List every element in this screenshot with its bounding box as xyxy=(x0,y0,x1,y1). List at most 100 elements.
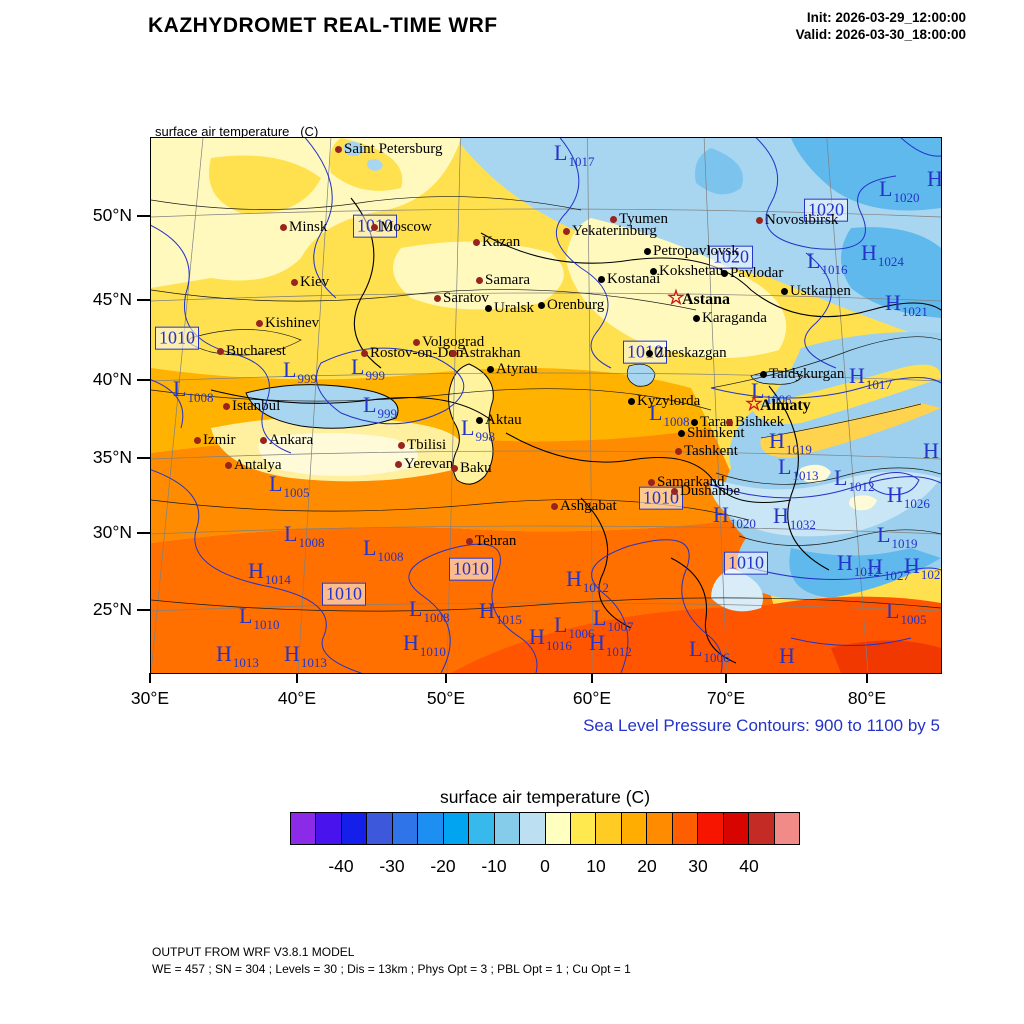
city-marker xyxy=(194,437,201,444)
pressure-value: 1017 xyxy=(865,377,892,392)
field-label-temperature: surface air temperature (C) xyxy=(155,123,319,139)
pressure-value: 1032 xyxy=(789,517,816,532)
city-label: Ankara xyxy=(269,432,314,448)
pressure-value: 1005 xyxy=(900,612,927,627)
city-marker xyxy=(217,348,224,355)
high-pressure-letter: H xyxy=(927,166,942,191)
city-marker xyxy=(691,419,698,426)
low-pressure-letter: L xyxy=(554,612,568,637)
pressure-value: 999 xyxy=(365,368,385,383)
city-label: Astrakhan xyxy=(459,345,521,361)
pressure-center-label: H1026 xyxy=(887,484,930,511)
city-label: Kyzylorda xyxy=(637,393,701,409)
low-pressure-letter: L xyxy=(649,400,663,425)
high-pressure-letter: H xyxy=(779,643,795,668)
city-label: Kokshetau xyxy=(659,263,724,279)
low-pressure-letter: L xyxy=(593,605,607,630)
city-marker xyxy=(671,488,678,495)
high-pressure-letter: H xyxy=(923,438,939,463)
pressure-value: 1012 xyxy=(853,564,880,579)
pressure-value: 1019 xyxy=(785,442,812,457)
pressure-center-label: H1015 xyxy=(479,600,522,627)
pressure-value: 1020 xyxy=(729,516,756,531)
high-pressure-letter: H xyxy=(216,641,232,666)
city-label: Tehran xyxy=(475,533,517,549)
pressure-value: 1014 xyxy=(264,572,291,587)
colorbar-tick-label: 40 xyxy=(739,856,759,876)
pressure-value: 1016 xyxy=(821,262,848,277)
capital-star-icon: ☆ xyxy=(745,393,763,415)
pressure-value: 1013 xyxy=(232,655,259,670)
city-marker xyxy=(760,371,767,378)
lon-tick-label: 50°E xyxy=(426,688,466,708)
lat-tick-mark xyxy=(137,215,150,217)
init-time: Init: 2026-03-29_12:00:00 xyxy=(806,10,966,25)
contour-value-box: 1010 xyxy=(449,557,493,581)
low-pressure-letter: L xyxy=(554,140,568,165)
city-label: Petropavlovsk xyxy=(653,243,739,259)
pressure-center-label: H1010 xyxy=(403,632,446,659)
colorbar-cell xyxy=(469,813,495,844)
lon-tick-mark xyxy=(445,673,447,683)
pressure-center-label: H1032 xyxy=(773,503,816,532)
pressure-value: 1013 xyxy=(300,655,327,670)
pressure-center-label: L1008 xyxy=(363,535,403,564)
city-marker xyxy=(610,216,617,223)
city-marker xyxy=(450,350,457,357)
city-label: Taraz xyxy=(700,414,734,430)
city-label: Bucharest xyxy=(226,343,286,359)
pressure-center-label: L1007 xyxy=(593,605,633,634)
pressure-center-label: H1024 xyxy=(861,242,904,269)
colorbar-cell xyxy=(570,813,597,844)
city-marker xyxy=(487,366,494,373)
city-label: Ashgabat xyxy=(560,498,617,514)
pressure-value: 998 xyxy=(475,429,495,444)
high-pressure-letter: H xyxy=(773,503,789,528)
city-marker xyxy=(451,465,458,472)
city-label: Novosibirsk xyxy=(765,212,839,228)
lat-tick-label: 35°N xyxy=(92,447,132,467)
low-pressure-letter: L xyxy=(363,535,377,560)
contour-value-box: 1020 xyxy=(709,245,753,269)
city-label: Kishinev xyxy=(265,315,320,331)
city-marker xyxy=(225,462,232,469)
pressure-center-label: L1008 xyxy=(173,378,213,405)
pressure-center-label: L1008 xyxy=(284,523,324,550)
high-pressure-letter: H xyxy=(566,566,582,591)
city-marker xyxy=(693,315,700,322)
city-marker xyxy=(646,350,653,357)
colorbar-cell xyxy=(367,813,393,844)
pressure-center-label: L1012 xyxy=(834,467,874,494)
pressure-value: 1008 xyxy=(187,390,214,405)
city-marker xyxy=(280,224,287,231)
pressure-center-label: L1010 xyxy=(239,605,279,632)
pressure-center-label: H xyxy=(927,166,942,191)
lat-tick-label: 30°N xyxy=(92,522,132,542)
contour-value-box: 1010 xyxy=(322,582,366,606)
city-marker xyxy=(335,146,342,153)
city-marker xyxy=(648,479,655,486)
city-marker xyxy=(650,268,657,275)
city-marker xyxy=(485,305,492,312)
pressure-value: 1012 xyxy=(848,479,875,494)
city-label: Kiev xyxy=(300,274,330,290)
pressure-value: 1019 xyxy=(891,536,918,551)
contour-value-box: 1010 xyxy=(724,551,768,575)
city-label: Taldykurgan xyxy=(769,366,845,382)
pressure-center-label: H1012 xyxy=(837,552,880,579)
colorbar-cell xyxy=(443,813,470,844)
lat-tick-mark xyxy=(137,532,150,534)
city-label: Bishkek xyxy=(735,414,785,430)
lat-tick-mark xyxy=(137,299,150,301)
pressure-center-label: H1013 xyxy=(216,641,259,670)
pressure-center-label: H1020 xyxy=(713,504,756,531)
pressure-value: 999 xyxy=(297,371,317,386)
colorbar-cell xyxy=(596,813,622,844)
capital-star-icon: ☆ xyxy=(667,287,685,309)
city-label: Volgograd xyxy=(422,334,485,350)
lon-tick-label: 40°E xyxy=(277,688,317,708)
pressure-center-label: H1019 xyxy=(769,430,812,457)
high-pressure-letter: H xyxy=(248,558,264,583)
colorbar-cell xyxy=(774,813,800,844)
city-marker xyxy=(756,217,763,224)
